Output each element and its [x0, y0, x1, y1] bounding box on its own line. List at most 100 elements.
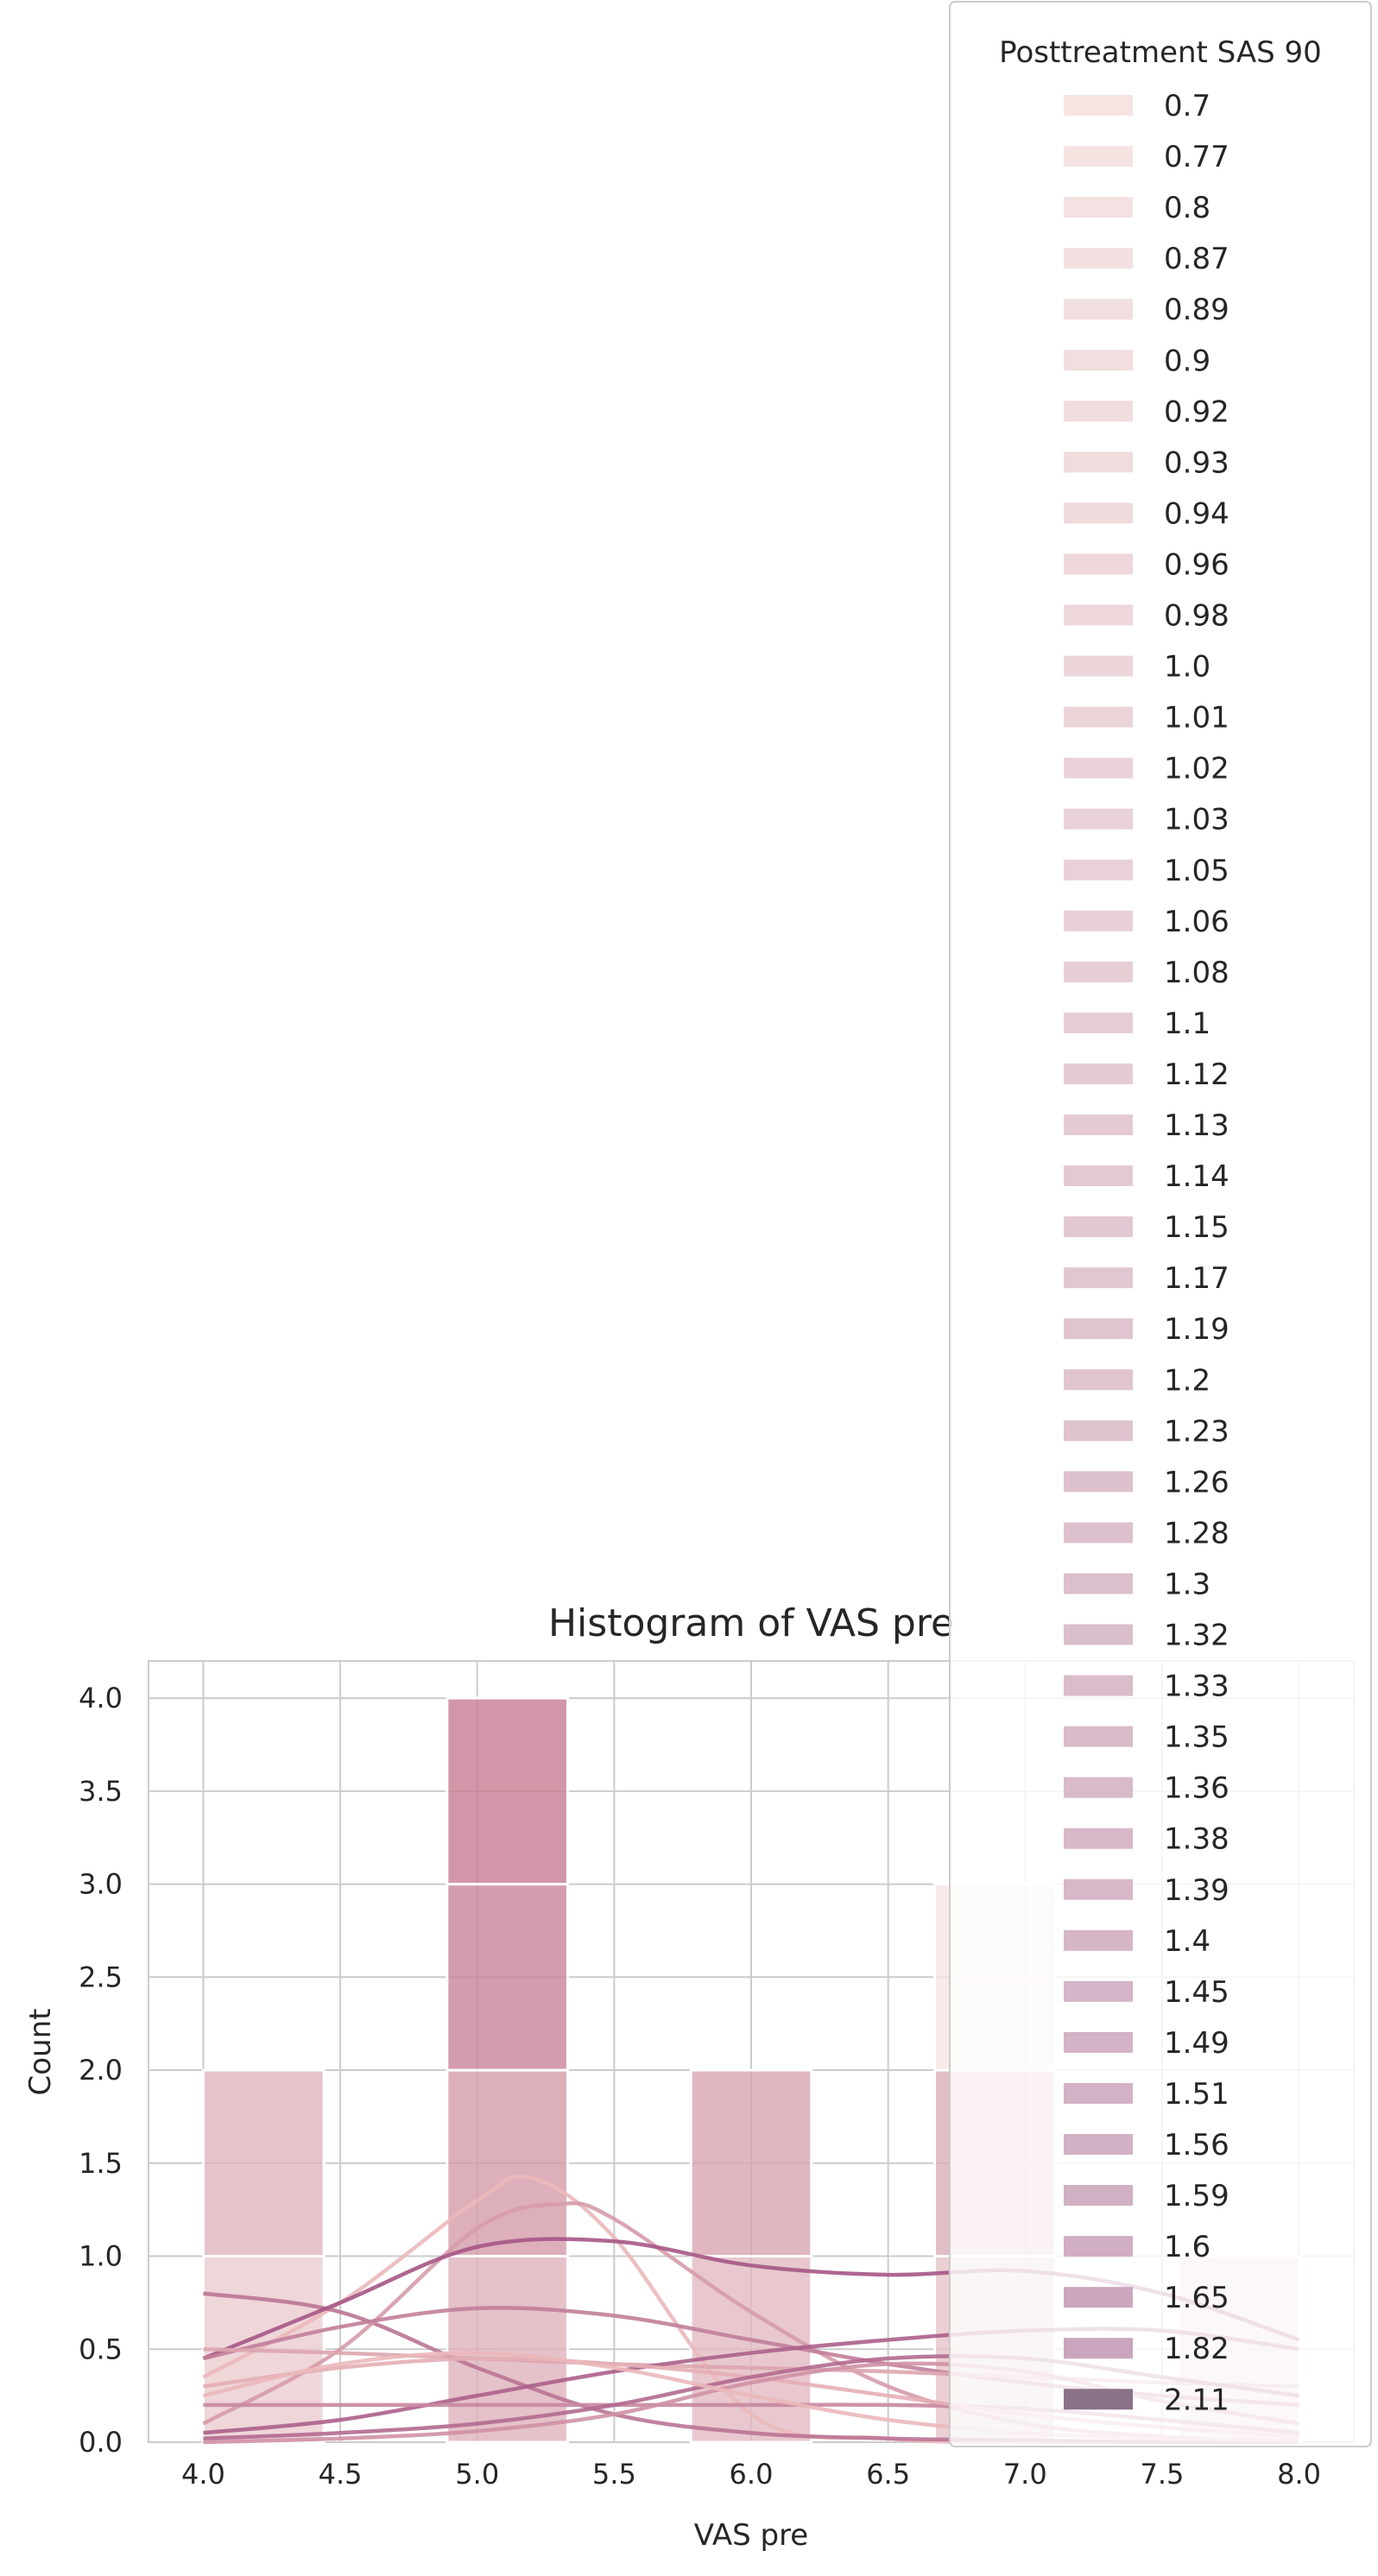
legend-label: 0.87 — [1164, 242, 1229, 276]
axes-layer: 4.0 4.5 5.0 5.5 6.0 6.5 7.0 7.5 8.0 0.0 0.5 1.0 1.5 2… — [79, 1682, 1321, 2491]
legend-label: 1.6 — [1164, 2230, 1210, 2264]
legend-swatch — [1064, 2236, 1133, 2257]
legend-swatch — [1064, 1318, 1133, 1340]
legend-label: 1.49 — [1164, 2026, 1229, 2061]
legend-label: 0.7 — [1164, 89, 1210, 123]
legend-label: 0.94 — [1164, 496, 1229, 531]
x-tick-label: 4.0 — [181, 2458, 225, 2491]
legend-label: 0.77 — [1164, 140, 1229, 174]
y-tick-label: 1.5 — [79, 2147, 123, 2180]
legend-swatch — [1064, 757, 1133, 779]
histogram-bar-segment — [446, 1883, 569, 2072]
legend-swatch — [1064, 1114, 1133, 1135]
legend-swatch — [1064, 2287, 1133, 2308]
legend-swatch — [1064, 1420, 1133, 1442]
legend-label: 1.45 — [1164, 1975, 1229, 2010]
legend-swatch — [1064, 961, 1133, 982]
legend-swatch — [1064, 1063, 1133, 1084]
legend-swatch — [1064, 1216, 1133, 1238]
legend-swatch — [1064, 1929, 1133, 1951]
legend-swatch — [1064, 95, 1133, 116]
y-tick-label: 1.0 — [79, 2240, 123, 2273]
chart-title: Histogram of VAS pre — [548, 1601, 954, 1645]
legend-label: 1.39 — [1164, 1873, 1229, 1908]
histogram-bar-segment — [446, 1696, 569, 1886]
legend-label: 1.14 — [1164, 1159, 1229, 1194]
legend-label: 1.23 — [1164, 1414, 1229, 1449]
legend-label: 0.8 — [1164, 191, 1210, 225]
legend-swatch — [1064, 2338, 1133, 2359]
legend-swatch — [1064, 1012, 1133, 1033]
y-axis-label: Count — [23, 2009, 58, 2096]
x-tick-label: 5.0 — [455, 2458, 499, 2491]
legend-swatch — [1064, 1369, 1133, 1391]
legend-swatch — [1064, 1471, 1133, 1493]
legend-swatch — [1064, 2134, 1133, 2155]
legend-label: 1.28 — [1164, 1516, 1229, 1550]
legend-swatch — [1064, 2389, 1133, 2410]
y-tick-label: 0.0 — [79, 2426, 123, 2459]
legend-label: 1.08 — [1164, 956, 1229, 990]
histogram-bar-segment — [201, 2068, 326, 2258]
legend-label: 1.05 — [1164, 854, 1229, 888]
legend-swatch — [1064, 1726, 1133, 1747]
legend-swatch — [1064, 1267, 1133, 1289]
legend-swatch — [1064, 2082, 1133, 2104]
legend-swatch — [1064, 808, 1133, 830]
legend-label: 1.33 — [1164, 1670, 1229, 1704]
x-axis-label: VAS pre — [694, 2518, 808, 2553]
legend-label: 1.35 — [1164, 1720, 1229, 1755]
legend-label: 1.82 — [1164, 2332, 1229, 2366]
legend-swatch — [1064, 1777, 1133, 1798]
legend-label: 1.36 — [1164, 1771, 1229, 1806]
legend-swatch — [1064, 350, 1133, 371]
legend-swatch — [1064, 146, 1133, 167]
legend-swatch — [1064, 401, 1133, 422]
histogram-bar-segment — [446, 2068, 569, 2258]
legend-label: 1.13 — [1164, 1108, 1229, 1143]
x-tick-label: 6.0 — [730, 2458, 774, 2491]
legend-swatch — [1064, 655, 1133, 677]
legend-swatch — [1064, 910, 1133, 931]
legend-swatch — [1064, 502, 1133, 524]
legend-label: 1.3 — [1164, 1567, 1210, 1601]
y-tick-label: 2.0 — [79, 2054, 123, 2087]
legend-label: 1.02 — [1164, 752, 1229, 786]
legend-label: 1.59 — [1164, 2179, 1229, 2213]
legend-label: 1.01 — [1164, 701, 1229, 736]
legend-swatch — [1064, 859, 1133, 881]
legend-label: 0.98 — [1164, 599, 1229, 634]
x-tick-label: 4.5 — [319, 2458, 363, 2491]
legend-label: 1.4 — [1164, 1924, 1210, 1959]
y-tick-label: 0.5 — [79, 2333, 123, 2365]
legend-label: 1.26 — [1164, 1465, 1229, 1500]
legend-swatch — [1064, 1522, 1133, 1544]
y-tick-label: 3.5 — [79, 1775, 123, 1808]
legend-label: 1.38 — [1164, 1822, 1229, 1857]
legend-swatch — [1064, 604, 1133, 626]
legend-swatch — [1064, 1675, 1133, 1696]
legend: Posttreatment SAS 90 0.7 0.77 0.8 0.87 0.89 0.… — [949, 1, 1372, 2447]
legend-swatch — [1064, 451, 1133, 473]
legend-label: 1.03 — [1164, 803, 1229, 837]
legend-swatch — [1064, 1828, 1133, 1849]
legend-label: 0.89 — [1164, 293, 1229, 327]
legend-swatch — [1064, 2185, 1133, 2207]
x-tick-label: 5.5 — [592, 2458, 636, 2491]
legend-label: 1.56 — [1164, 2128, 1229, 2162]
legend-swatch — [1064, 706, 1133, 728]
legend-swatch — [1064, 2031, 1133, 2053]
legend-label: 1.32 — [1164, 1619, 1229, 1653]
legend-frame — [949, 1, 1372, 2447]
legend-label: 1.06 — [1164, 905, 1229, 939]
legend-label: 1.65 — [1164, 2281, 1229, 2315]
legend-label: 1.51 — [1164, 2077, 1229, 2112]
legend-label: 0.92 — [1164, 395, 1229, 429]
x-tick-label: 7.5 — [1140, 2458, 1184, 2491]
y-tick-label: 2.5 — [79, 1960, 123, 1993]
legend-swatch — [1064, 553, 1133, 575]
legend-swatch — [1064, 1878, 1133, 1900]
legend-label: 1.15 — [1164, 1210, 1229, 1245]
